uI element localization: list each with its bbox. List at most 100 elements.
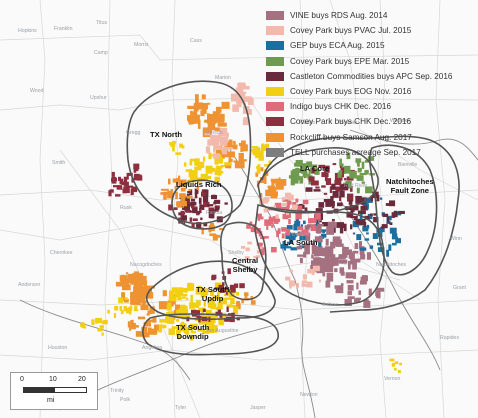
acreage-block xyxy=(260,167,264,172)
scale-tick-10: 10 xyxy=(49,376,57,383)
acreage-block xyxy=(231,290,235,296)
acreage-block xyxy=(356,234,362,241)
acreage-block xyxy=(203,156,206,162)
acreage-block xyxy=(198,161,205,168)
acreage-block xyxy=(366,252,371,260)
region-la-south: LA South xyxy=(284,238,318,247)
acreage-block xyxy=(289,285,292,289)
acreage-block xyxy=(359,172,367,176)
acreage-block xyxy=(263,208,268,213)
acreage-block xyxy=(337,172,342,178)
acreage-block xyxy=(224,154,229,157)
acreage-block xyxy=(121,181,125,186)
acreage-block xyxy=(146,313,150,316)
acreage-block xyxy=(214,146,222,150)
acreage-block xyxy=(238,152,244,162)
acreage-block xyxy=(172,140,176,145)
acreage-block xyxy=(346,280,354,284)
acreage-block xyxy=(233,306,238,315)
acreage-block xyxy=(265,189,270,197)
acreage-block xyxy=(316,229,321,234)
acreage-block xyxy=(334,239,342,247)
place-label: Rusk xyxy=(120,205,132,211)
acreage-block xyxy=(364,169,369,175)
acreage-block xyxy=(162,290,167,297)
acreage-blocks xyxy=(80,82,405,374)
acreage-block xyxy=(269,217,275,221)
acreage-block xyxy=(115,194,121,197)
acreage-block xyxy=(318,241,322,248)
acreage-block xyxy=(191,222,195,229)
acreage-block xyxy=(229,284,236,291)
region-liquids-rich: Liquids Rich xyxy=(176,180,222,189)
acreage-block xyxy=(171,287,179,293)
acreage-block xyxy=(389,222,393,225)
acreage-block xyxy=(244,292,248,298)
acreage-block xyxy=(218,317,224,326)
acreage-block xyxy=(235,87,244,93)
acreage-block xyxy=(175,191,178,200)
acreage-block xyxy=(217,166,223,169)
acreage-block xyxy=(299,176,303,184)
acreage-block xyxy=(326,226,335,235)
acreage-block xyxy=(343,223,347,232)
legend-item: TELL purchases acreage Sep. 2017 xyxy=(266,145,472,160)
acreage-block xyxy=(214,170,218,176)
place-label: Nacogdoches xyxy=(130,262,162,268)
acreage-block xyxy=(203,201,210,208)
acreage-block xyxy=(221,149,228,155)
acreage-block xyxy=(335,177,338,185)
acreage-block xyxy=(362,205,368,210)
place-label: Trinity xyxy=(110,388,124,394)
acreage-block xyxy=(176,201,182,207)
acreage-block xyxy=(203,222,208,227)
acreage-block xyxy=(389,201,394,204)
play-boundaries xyxy=(126,80,460,356)
acreage-block xyxy=(322,222,329,227)
acreage-block xyxy=(119,307,122,311)
acreage-block xyxy=(303,220,306,225)
acreage-block xyxy=(212,167,216,172)
place-label: Cass xyxy=(190,38,202,44)
acreage-block xyxy=(123,176,128,183)
acreage-block xyxy=(357,210,366,215)
acreage-block xyxy=(291,204,298,209)
acreage-block xyxy=(196,222,202,229)
acreage-block xyxy=(178,327,181,333)
acreage-block xyxy=(350,224,353,230)
acreage-block xyxy=(308,161,312,164)
acreage-block xyxy=(190,294,193,303)
acreage-block xyxy=(302,234,306,241)
acreage-block xyxy=(181,308,189,314)
acreage-block xyxy=(200,292,207,298)
acreage-block xyxy=(200,173,209,180)
acreage-block xyxy=(330,196,334,202)
acreage-block xyxy=(304,225,308,232)
legend-label: VINE buys RDS Aug. 2014 xyxy=(290,11,388,21)
acreage-block xyxy=(350,257,354,265)
acreage-block xyxy=(178,179,187,187)
acreage-block xyxy=(143,322,151,327)
acreage-block xyxy=(317,224,324,227)
place-label: Newton xyxy=(300,392,318,398)
acreage-block xyxy=(215,307,219,311)
acreage-block xyxy=(230,93,238,102)
acreage-block xyxy=(183,222,186,225)
acreage-block xyxy=(214,176,220,183)
acreage-block xyxy=(244,256,250,260)
acreage-block xyxy=(111,177,115,183)
acreage-block xyxy=(363,221,367,227)
acreage-block xyxy=(207,204,214,207)
acreage-block xyxy=(341,170,344,178)
acreage-block xyxy=(221,149,225,152)
acreage-block xyxy=(248,98,254,105)
acreage-block xyxy=(223,141,227,147)
acreage-block xyxy=(198,317,201,323)
acreage-block xyxy=(345,272,353,279)
acreage-block xyxy=(216,114,220,120)
acreage-block xyxy=(121,292,126,301)
acreage-block xyxy=(228,152,232,160)
acreage-block xyxy=(229,295,233,298)
acreage-block xyxy=(205,320,212,326)
